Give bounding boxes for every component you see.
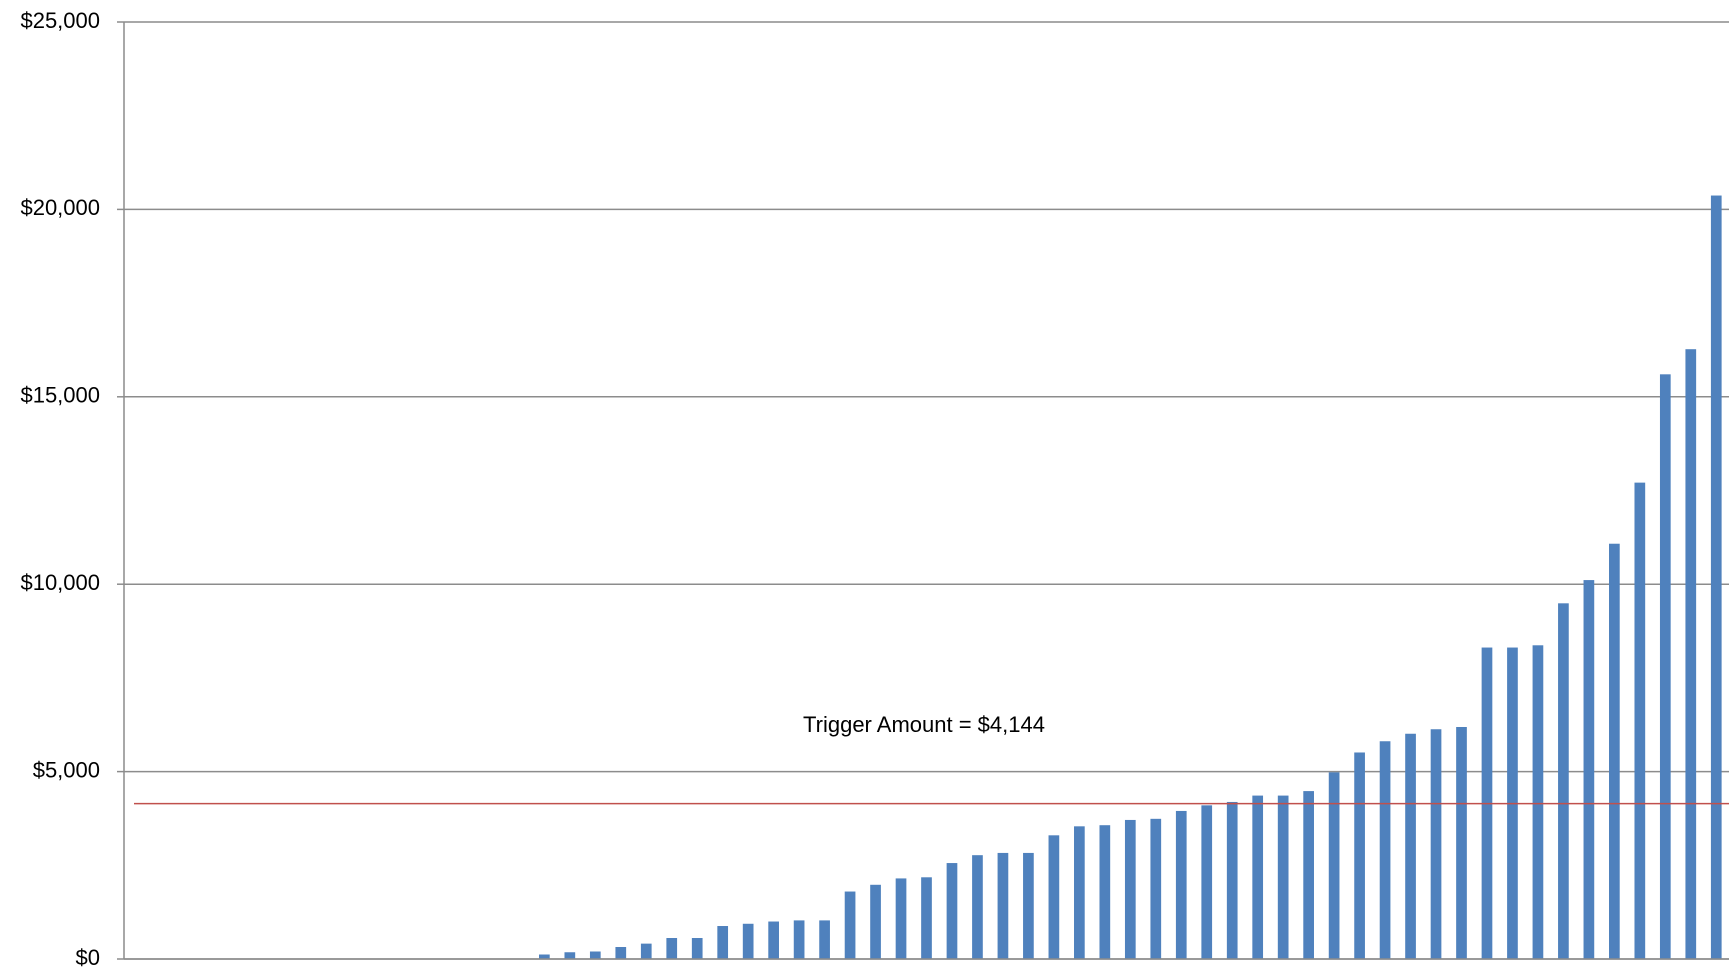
bar (1430, 729, 1442, 959)
bar (1456, 726, 1467, 959)
bar (742, 923, 754, 959)
y-tick-label: $20,000 (20, 195, 100, 220)
y-tick-label: $10,000 (20, 570, 100, 595)
bar (615, 947, 627, 959)
y-tick-label: $5,000 (33, 757, 100, 782)
annotation: Trigger Amount = $4,144 (803, 712, 1045, 737)
bar (1303, 791, 1314, 959)
bar (1583, 580, 1595, 959)
bar (539, 954, 550, 959)
bar (997, 852, 1009, 959)
bar (1609, 543, 1620, 959)
bar (1659, 374, 1671, 959)
bar (768, 921, 779, 959)
bar (1252, 795, 1264, 959)
bar (1379, 741, 1391, 959)
bar (1277, 795, 1289, 959)
bar (1354, 752, 1365, 959)
bar (844, 891, 856, 959)
bar (793, 920, 805, 959)
bar (1201, 805, 1213, 959)
bar (1023, 852, 1034, 959)
bar (1048, 835, 1060, 959)
bar (640, 943, 652, 959)
bar (895, 878, 907, 959)
bar (691, 938, 703, 959)
bar (1150, 818, 1162, 959)
bar (666, 938, 678, 959)
bar (870, 884, 881, 959)
y-tick-label: $0 (76, 945, 100, 970)
y-tick-label: $15,000 (20, 383, 100, 408)
bar (589, 951, 601, 959)
y-tick-label: $25,000 (20, 8, 100, 33)
bar (1099, 825, 1111, 959)
bar (1175, 810, 1187, 959)
bar (921, 877, 932, 959)
bar (1124, 819, 1136, 959)
bar (564, 952, 576, 959)
bar (1532, 645, 1544, 959)
bar (819, 920, 830, 959)
bar (1710, 195, 1722, 959)
bar (717, 926, 729, 959)
bar (1405, 733, 1416, 959)
bar (1558, 603, 1569, 959)
bar (1226, 801, 1238, 959)
bar (946, 863, 958, 959)
bar (1685, 349, 1697, 959)
bar (1328, 772, 1340, 959)
bar (972, 855, 983, 959)
bar (1074, 826, 1085, 959)
bar (1634, 482, 1646, 959)
